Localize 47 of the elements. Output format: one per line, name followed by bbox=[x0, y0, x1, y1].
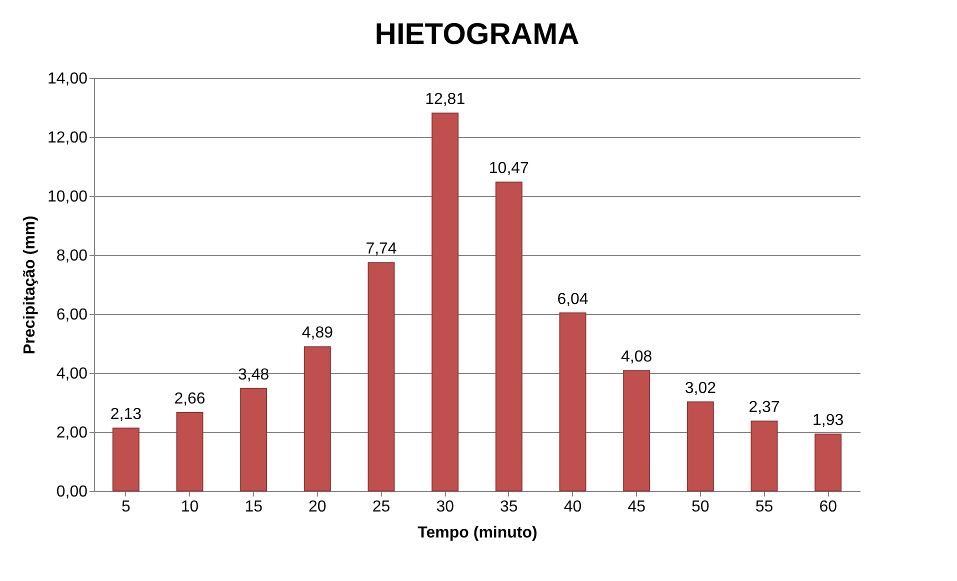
bar bbox=[304, 346, 331, 492]
x-tick-label: 55 bbox=[755, 498, 774, 516]
bar bbox=[495, 182, 522, 492]
y-tick-label: 4,00 bbox=[56, 366, 88, 382]
bar bbox=[814, 434, 842, 492]
data-label: 2,37 bbox=[748, 399, 780, 416]
y-axis-title: Precipitação (mm) bbox=[21, 216, 38, 354]
y-tick-label: 2,00 bbox=[56, 424, 88, 442]
x-tick-label: 30 bbox=[436, 498, 454, 516]
x-tick-label: 45 bbox=[628, 498, 646, 516]
bar bbox=[432, 112, 459, 492]
x-tick-label: 60 bbox=[819, 498, 838, 516]
x-tick-label: 15 bbox=[244, 498, 263, 516]
data-label: 2,13 bbox=[110, 406, 142, 424]
x-axis-title: Tempo (minuto) bbox=[418, 524, 538, 542]
chart-title: HIETOGRAMA bbox=[374, 18, 580, 51]
data-label: 6,04 bbox=[557, 290, 588, 308]
y-tick-label: 8,00 bbox=[56, 248, 88, 264]
x-tick-label: 5 bbox=[121, 498, 130, 516]
bar bbox=[623, 370, 650, 492]
y-tick-label: 14,00 bbox=[47, 70, 88, 88]
bar bbox=[686, 401, 714, 492]
bar bbox=[176, 412, 204, 492]
bar bbox=[559, 312, 586, 492]
y-tick-label: 10,00 bbox=[47, 188, 88, 206]
x-tick-label: 50 bbox=[692, 498, 710, 516]
data-label: 2,66 bbox=[174, 390, 206, 408]
data-label: 12,81 bbox=[425, 91, 466, 108]
y-tick-label: 6,00 bbox=[56, 306, 88, 324]
x-tick-label: 35 bbox=[500, 498, 518, 516]
x-tick-label: 40 bbox=[564, 498, 582, 516]
data-label: 3,48 bbox=[238, 366, 270, 384]
y-tick-label: 0,00 bbox=[56, 484, 88, 500]
bar bbox=[112, 428, 140, 492]
data-label: 7,74 bbox=[366, 240, 397, 258]
x-tick-label: 10 bbox=[180, 498, 199, 516]
data-label: 4,08 bbox=[621, 348, 652, 366]
data-label: 10,47 bbox=[488, 160, 530, 178]
bar bbox=[240, 388, 268, 492]
x-tick-label: 25 bbox=[372, 498, 390, 516]
data-label: 4,89 bbox=[302, 324, 334, 342]
bar bbox=[750, 420, 778, 492]
bar bbox=[368, 262, 395, 492]
data-label: 3,02 bbox=[684, 380, 716, 397]
y-tick-label: 12,00 bbox=[47, 130, 88, 146]
x-tick-label: 20 bbox=[308, 498, 326, 516]
data-label: 1,93 bbox=[812, 412, 844, 430]
